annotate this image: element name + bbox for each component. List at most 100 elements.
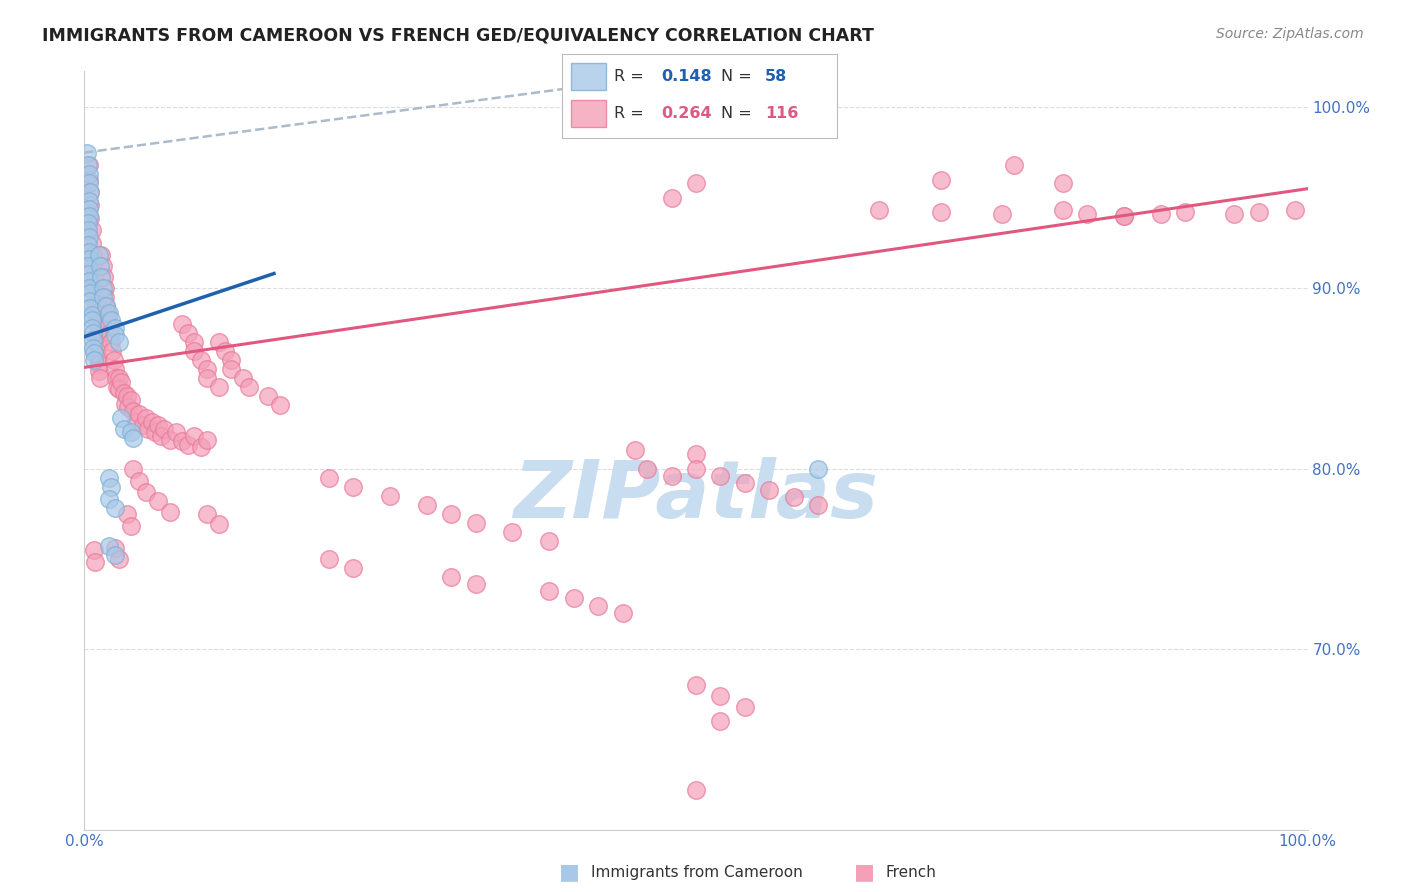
Text: IMMIGRANTS FROM CAMEROON VS FRENCH GED/EQUIVALENCY CORRELATION CHART: IMMIGRANTS FROM CAMEROON VS FRENCH GED/E… [42,27,875,45]
Point [114,396,136,410]
Point [117,400,139,414]
Text: 116: 116 [765,106,799,121]
Point [1076,207,1098,221]
Point [709,468,731,483]
Point [77,281,100,295]
Point [269,398,291,412]
Point [624,443,647,458]
Point [120,425,142,440]
Text: 0.148: 0.148 [661,69,711,84]
Point [87,357,110,371]
Point [538,584,561,599]
Point [87,339,110,353]
Point [257,389,280,403]
Point [150,429,173,443]
Point [82,334,104,348]
Point [214,344,236,359]
Point [195,507,218,521]
Point [807,461,830,475]
Point [1284,203,1306,218]
Text: R =: R = [614,69,644,84]
Point [165,425,187,440]
Point [77,274,100,288]
Bar [571,100,606,128]
Point [195,371,218,385]
Point [208,517,231,532]
Point [90,270,112,285]
Point [97,470,120,484]
Point [1002,158,1025,172]
Point [685,782,707,797]
Point [107,551,129,566]
Point [562,591,585,606]
Point [115,507,138,521]
Point [146,418,169,433]
Point [177,326,200,340]
Point [380,489,402,503]
Point [128,408,150,422]
Point [661,191,683,205]
Point [502,524,524,539]
Point [807,498,830,512]
Point [77,230,100,244]
Point [342,561,364,575]
Point [612,606,634,620]
Point [1150,207,1173,221]
Point [122,461,145,475]
Point [159,433,181,447]
Point [77,176,100,190]
Point [76,145,98,160]
Text: ZIPatlas: ZIPatlas [513,457,879,535]
Point [685,678,707,692]
Point [107,371,129,385]
Point [93,270,115,285]
Point [94,290,117,304]
Point [83,283,105,297]
Point [97,308,120,322]
Point [110,411,132,425]
Point [120,519,142,533]
Point [661,468,683,483]
Text: ■: ■ [560,863,579,882]
Point [141,415,163,429]
Point [440,570,463,584]
Text: R =: R = [614,106,644,121]
Point [82,248,104,262]
Point [87,364,110,378]
Point [177,438,200,452]
Text: 0.264: 0.264 [661,106,711,121]
Point [83,353,105,368]
Point [685,461,707,475]
Point [183,344,205,359]
Point [77,216,100,230]
Point [84,555,107,569]
Point [929,172,952,186]
Point [105,371,128,385]
Point [125,415,148,429]
Point [120,392,142,407]
Point [80,308,103,322]
Point [97,539,120,553]
Point [82,326,104,340]
Point [77,202,100,216]
Point [77,260,100,274]
Point [77,267,100,281]
Point [238,380,260,394]
Point [195,433,218,447]
Point [79,301,101,315]
Point [96,299,118,313]
Point [104,320,127,334]
Point [104,548,127,562]
Point [232,371,254,385]
Point [1052,176,1074,190]
Point [80,223,103,237]
Point [100,479,122,493]
Point [101,344,124,359]
Point [84,295,107,310]
Point [80,313,103,327]
Point [758,483,780,498]
Point [97,306,120,320]
Point [112,422,135,436]
Point [685,176,707,190]
Point [538,533,561,548]
